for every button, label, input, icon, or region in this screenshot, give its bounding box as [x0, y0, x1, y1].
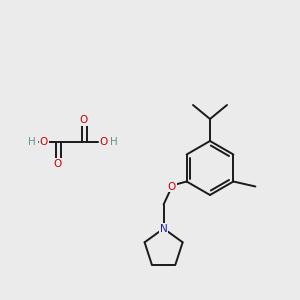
Text: O: O [167, 182, 176, 191]
Text: N: N [160, 226, 167, 236]
Text: H: H [28, 137, 36, 147]
Text: O: O [40, 137, 48, 147]
Text: O: O [80, 115, 88, 125]
Text: N: N [160, 224, 167, 233]
Text: H: H [110, 137, 118, 147]
Text: O: O [54, 159, 62, 169]
Text: O: O [100, 137, 108, 147]
